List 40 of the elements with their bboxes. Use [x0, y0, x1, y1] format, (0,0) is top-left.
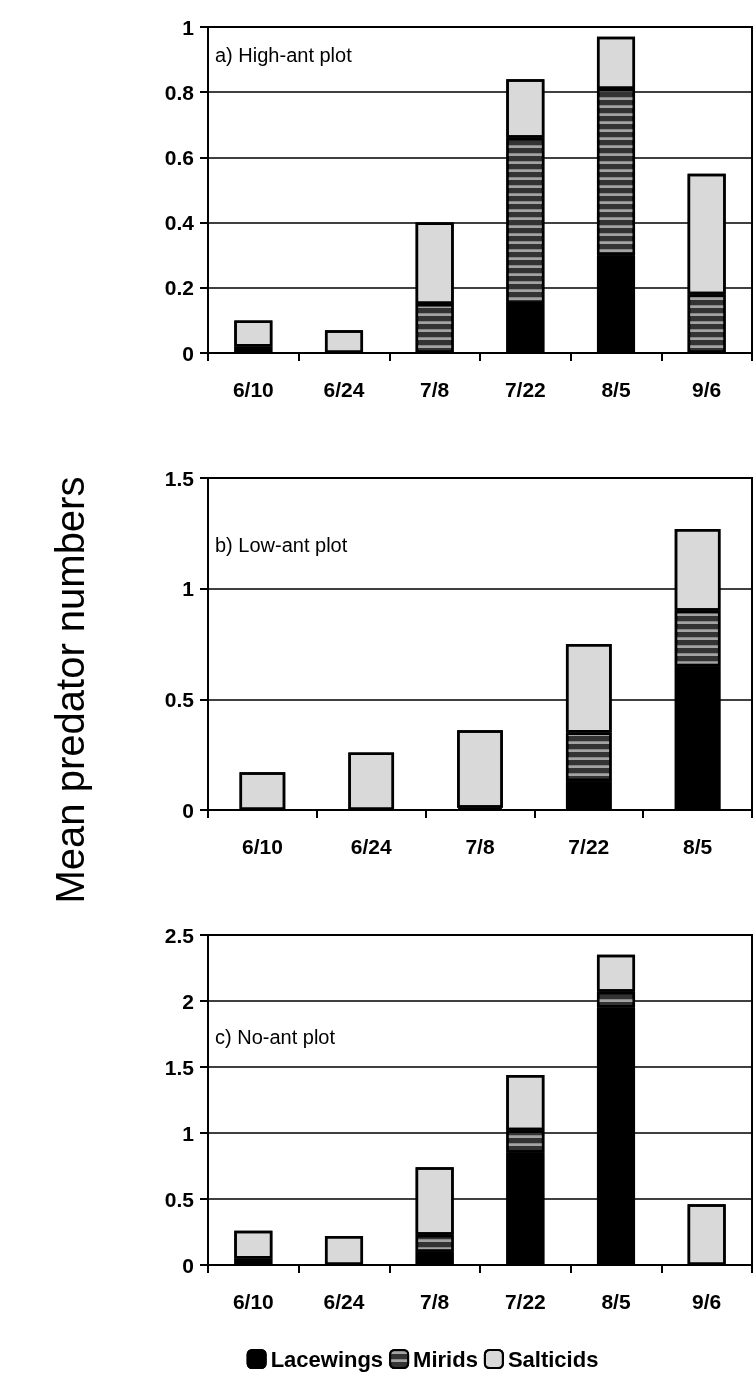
- y-tick-label: 1.5: [164, 466, 195, 490]
- text: c) No-ant plot: [215, 1026, 336, 1048]
- y-tick-label: 0.5: [164, 687, 195, 711]
- x-tick-label: 7/8: [465, 835, 495, 858]
- x-tick-label: 8/5: [683, 835, 713, 858]
- y-tick-label: 0.4: [164, 211, 195, 235]
- x-tick-label: 7/22: [568, 835, 610, 858]
- y-axis-title: Mean predator numbers: [47, 476, 93, 904]
- text: b) Low-ant plot: [215, 534, 348, 556]
- y-tick-label: 0.5: [164, 1187, 195, 1211]
- x-tick-label: 7/8: [420, 378, 450, 401]
- y-tick-label: 0.2: [164, 276, 194, 300]
- y-tick-label: 2.5: [164, 923, 195, 947]
- x-tick-label: 7/8: [420, 1290, 450, 1313]
- y-tick-label: 1: [182, 1121, 195, 1145]
- x-tick-label: 6/10: [232, 378, 274, 401]
- x-tick-label: 6/24: [323, 378, 365, 401]
- x-tick-label: 6/24: [323, 1290, 365, 1313]
- x-tick-label: 8/5: [601, 1290, 631, 1313]
- text: a) High-ant plot: [215, 44, 353, 66]
- x-tick-label: 6/24: [350, 835, 392, 858]
- y-tick-label: 1: [182, 15, 195, 39]
- legend-label: Salticids: [507, 1346, 599, 1372]
- y-tick-label: 2: [182, 989, 194, 1013]
- x-tick-label: 9/6: [692, 1290, 722, 1313]
- x-tick-label: 6/10: [241, 835, 283, 858]
- y-tick-label: 0.8: [164, 80, 195, 104]
- x-tick-label: 9/6: [692, 378, 722, 401]
- y-tick-label: 1: [182, 577, 195, 601]
- y-tick-label: 0: [182, 1253, 194, 1277]
- legend-label: Lacewings: [270, 1346, 384, 1372]
- x-tick-label: 6/10: [232, 1290, 274, 1313]
- y-tick-label: 0.6: [164, 145, 194, 169]
- y-tick-label: 1.5: [164, 1055, 195, 1079]
- legend-label: Mirids: [413, 1346, 478, 1372]
- x-tick-label: 8/5: [601, 378, 631, 401]
- y-tick-label: 0: [182, 341, 194, 365]
- x-tick-label: 7/22: [504, 378, 546, 401]
- x-tick-label: 7/22: [504, 1290, 546, 1313]
- y-tick-label: 0: [182, 798, 194, 822]
